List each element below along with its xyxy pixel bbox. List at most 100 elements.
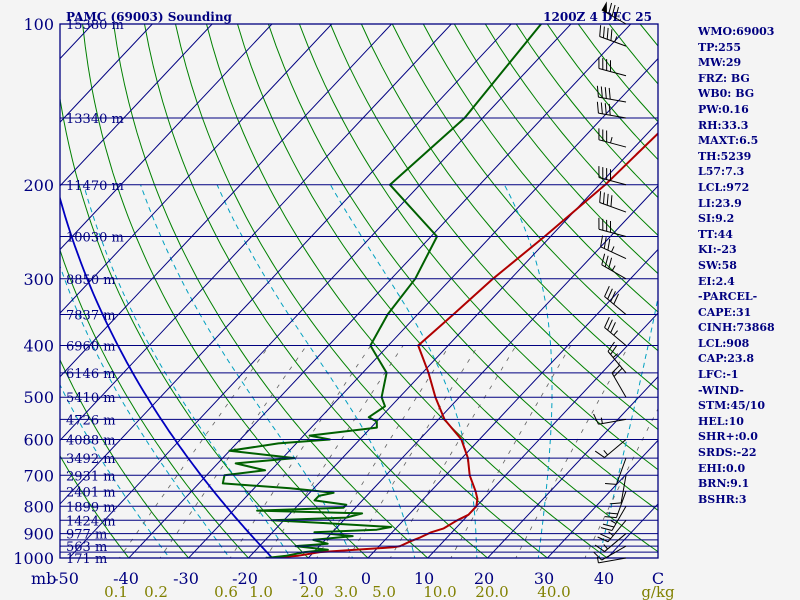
mixing-ratio-line	[229, 345, 372, 558]
wind-barb	[598, 128, 627, 148]
height-label: 977 m	[66, 528, 107, 543]
temperature-tick-label: -30	[173, 569, 199, 588]
index-line: LCL:972	[698, 180, 750, 194]
mixing-ratio-tick-label: g/kg	[641, 583, 675, 600]
pressure-tick-label: 700	[23, 466, 54, 485]
height-label: 4726 m	[66, 413, 116, 428]
dry-adiabat	[60, 358, 190, 558]
index-line: CINH:73868	[698, 321, 775, 335]
moist-adiabat	[60, 383, 171, 558]
temperature-tick-label: -50	[53, 569, 79, 588]
wind-barb	[601, 1, 627, 25]
height-label: 5410 m	[66, 391, 116, 406]
index-line: -WIND-	[698, 383, 744, 397]
isotherm	[247, 121, 658, 558]
index-line: TT:44	[698, 227, 733, 241]
index-line: L57:7.3	[698, 165, 745, 179]
index-line: STM:45/10	[698, 399, 765, 413]
isotherm	[187, 57, 658, 558]
mixing-ratio-tick-label: 3.0	[334, 583, 358, 600]
isotherm	[60, 24, 512, 505]
plot-area	[0, 12, 658, 569]
pressure-tick-label: 500	[23, 388, 54, 407]
mixing-ratio-tick-label: 0.2	[144, 583, 168, 600]
isotherm	[68, 24, 572, 558]
wind-barb	[600, 506, 627, 531]
isotherm	[60, 24, 273, 251]
mixing-ratio-tick-label: 0.1	[104, 583, 128, 600]
index-line: RH:33.3	[698, 118, 749, 132]
wind-barb	[598, 217, 627, 237]
index-line: BSHR:3	[698, 492, 747, 506]
mixing-ratio-tick-label: 5.0	[372, 583, 396, 600]
height-label: 2401 m	[66, 485, 116, 500]
dry-adiabat	[237, 24, 658, 553]
isotherm	[60, 24, 213, 187]
dry-adiabat	[360, 24, 658, 391]
mixing-ratio-line	[118, 345, 270, 558]
dry-adiabat	[453, 24, 658, 275]
wind-barb	[600, 235, 627, 260]
wind-barb	[593, 413, 627, 425]
wind-barbs	[593, 1, 627, 564]
moist-adiabat	[503, 184, 553, 558]
height-label: 13340 m	[66, 112, 124, 127]
dry-adiabat	[422, 24, 658, 313]
isotherm	[60, 24, 453, 442]
chart-title: PAMC (69003) Sounding	[66, 10, 233, 24]
indices-panel: WMO:69003 TP:255 MW:29 FRZ: BG WB0: BG PW:0.1…	[698, 24, 798, 507]
index-line: SW:58	[698, 258, 737, 272]
temperature-line	[269, 132, 658, 558]
index-line: HEL:10	[698, 414, 744, 428]
pressure-tick-label: 600	[23, 431, 54, 450]
wind-barb	[594, 439, 627, 458]
pressure-unit-label: mb	[31, 569, 56, 588]
wind-barb	[598, 166, 627, 186]
wind-barb	[593, 545, 627, 561]
index-line: MAXT:6.5	[698, 134, 759, 148]
wind-barb	[598, 57, 627, 77]
index-line: -PARCEL-	[698, 290, 758, 304]
temperature-axis-labels: -50 -40 -30 -20 -10 0 10 20 30 40 C	[53, 569, 664, 588]
mixing-ratio-line	[389, 345, 517, 558]
index-line: LFC:-1	[698, 368, 739, 382]
mixing-ratio-tick-label: 0.6	[214, 583, 238, 600]
moist-adiabat	[216, 184, 416, 558]
index-line: EHI:0.0	[698, 461, 746, 475]
moist-adiabat	[83, 184, 292, 558]
index-line: EI:2.4	[698, 274, 735, 288]
wind-barb	[611, 364, 627, 398]
index-line: SHR+:0.0	[698, 430, 758, 444]
index-line: FRZ: BG	[698, 71, 750, 85]
index-line: BRN:9.1	[698, 477, 750, 491]
mixing-ratio-tick-label: 2.0	[300, 583, 324, 600]
wind-barb	[596, 101, 627, 119]
height-label: 8850 m	[66, 273, 116, 288]
isotherm	[60, 24, 333, 314]
mixing-ratio-line	[347, 345, 479, 558]
index-line: LCL:908	[698, 336, 750, 350]
index-line: TP:255	[698, 40, 742, 54]
index-line: CAP:23.8	[698, 352, 755, 366]
index-line: TH:5239	[698, 149, 752, 163]
pressure-tick-label: 800	[23, 497, 54, 516]
wind-barb	[596, 556, 627, 564]
dry-adiabat	[267, 24, 658, 511]
isobars	[60, 23, 658, 559]
wind-barb	[604, 316, 627, 346]
mixing-ratio-line	[515, 345, 630, 558]
height-label: 3492 m	[66, 452, 116, 467]
temperature-tick-label: 30	[534, 569, 554, 588]
height-label: 10030 m	[66, 230, 124, 245]
isotherm	[546, 439, 658, 558]
plot-frame	[59, 23, 659, 559]
wind-barb	[599, 25, 627, 47]
moist-adiabat	[60, 264, 231, 558]
isotherm	[0, 12, 44, 569]
index-line: WB0: BG	[698, 87, 755, 101]
pressure-tick-label: 300	[23, 270, 54, 289]
isotherm	[486, 375, 658, 558]
height-label: 171 m	[66, 552, 107, 567]
temperature-tick-label: 40	[594, 569, 614, 588]
